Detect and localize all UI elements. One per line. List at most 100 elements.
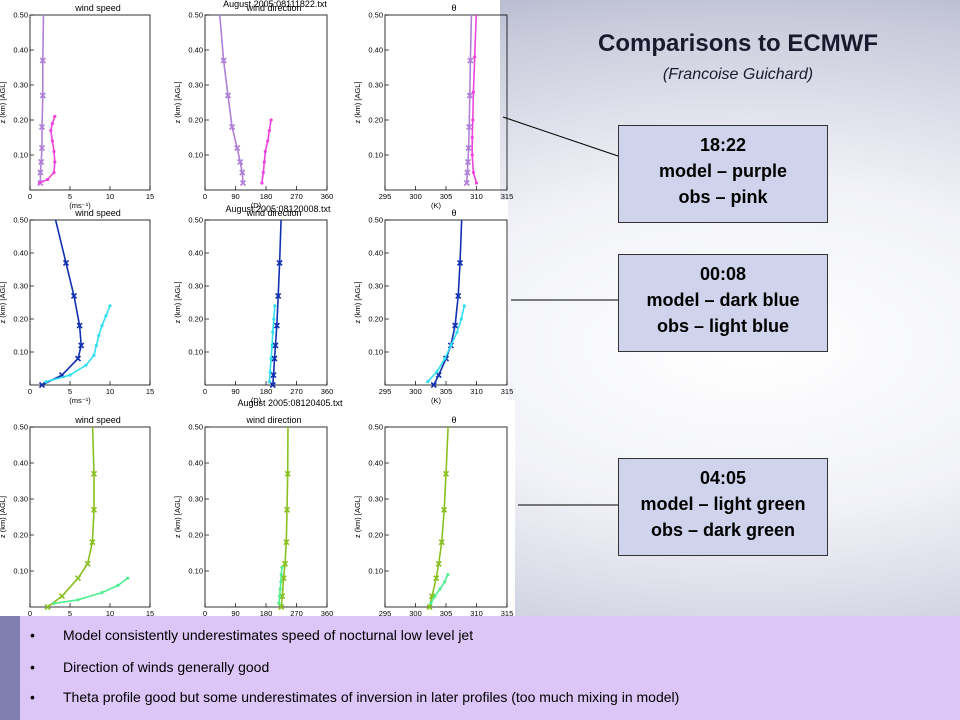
x-tick-label: 315 [501,192,514,201]
x-tick-label: 315 [501,609,514,618]
y-tick-label: 0.20 [368,116,383,125]
obs-point-marker [273,304,277,308]
obs-point-marker [446,573,450,577]
obs-point-marker [462,304,466,308]
y-tick-label: 0.30 [368,81,383,90]
model-point-marker [234,144,241,152]
y-tick-label: 0.40 [368,249,383,258]
obs-point-marker [84,363,88,367]
y-tick-label: 0.40 [13,249,28,258]
obs-point-marker [97,333,101,338]
y-tick-label: 0.10 [368,348,383,357]
model-point-marker [435,372,442,379]
model-point-marker [44,603,51,611]
model-point-marker [467,57,474,64]
x-axis-unit: (D) [251,201,262,210]
x-tick-label: 15 [146,609,154,618]
obs-point-marker [269,118,273,122]
model-point-marker [270,372,277,379]
x-tick-label: 90 [231,192,239,201]
obs-point-marker [104,314,108,318]
y-tick-label: 0.20 [13,116,28,125]
plot-title: θ [451,3,456,13]
x-tick-label: 180 [260,387,273,396]
y-tick-label: 0.20 [368,531,383,540]
obs-point-marker [38,181,42,185]
y-tick-label: 0.30 [188,81,203,90]
model-point-marker [455,292,462,299]
obs-point-marker [426,380,430,384]
model-point-marker [435,560,442,567]
model-profile-line [218,15,244,184]
page-title: Comparisons to ECMWF [598,30,878,57]
model-point-marker [38,381,46,389]
obs-point-marker [470,153,474,157]
y-tick-label: 0.20 [13,531,28,540]
x-tick-label: 270 [290,609,303,618]
obs-point-marker [76,598,80,602]
x-tick-label: 15 [146,387,154,396]
obs-point-marker [279,573,283,577]
obs-point-marker [267,380,271,384]
model-point-marker [38,144,46,152]
obs-profile-line [471,15,478,184]
model-profile-line [280,427,289,607]
model-point-marker [237,158,244,166]
obs-point-marker [52,149,56,154]
legend-model: model – purple [658,161,788,181]
y-tick-label: 0.30 [13,282,28,291]
plot-file-title: August 2005:08120405.txt [237,398,343,408]
model-point-marker [239,179,247,187]
obs-point-marker [433,594,437,598]
obs-point-marker [50,139,55,143]
profile-panel: θ 295 300 305 310 315 (K) 0.10 0.20 0.30 0.40 0.50 z… [353,3,513,210]
obs-point-marker [94,343,98,347]
obs-point-marker [44,380,48,384]
model-point-marker [58,593,66,600]
model-point-marker [275,292,282,299]
x-tick-label: 305 [440,387,453,396]
y-axis-label: z (km) [AGL] [353,496,362,538]
obs-point-marker [443,580,447,584]
model-profile-line [272,220,282,385]
model-point-marker [90,506,98,513]
y-tick-label: 0.10 [368,567,383,576]
obs-point-marker [470,135,474,140]
y-tick-label: 0.20 [188,531,203,540]
x-tick-label: 90 [231,609,239,618]
y-tick-label: 0.40 [368,46,383,55]
model-profile-line [39,15,45,183]
y-tick-label: 0.40 [13,46,28,55]
model-point-marker [39,57,46,64]
plot-frame [204,426,328,608]
model-point-marker [76,322,83,329]
y-tick-label: 0.50 [13,11,28,20]
summary-bullet: • Theta profile good but some underestima… [30,689,679,705]
model-point-marker [283,506,291,513]
model-point-marker [39,92,46,99]
y-tick-label: 0.50 [13,423,28,432]
summary-bullet: • Model consistently underestimates speed… [30,627,473,643]
obs-point-marker [474,181,479,185]
y-tick-label: 0.50 [13,216,28,225]
legend-box-04-05: 04:05 model – light green obs – dark gre… [618,458,828,556]
y-axis-label: z (km) [AGL] [0,281,7,323]
plot-frame [384,14,508,191]
legend-model: model – dark blue [646,290,800,310]
legend-time: 18:22 [699,135,747,155]
profile-panel: wind speed051015(ms⁻¹)0.100.200.300.400.… [0,415,154,627]
obs-point-marker [269,357,273,361]
bullet-text: Model consistently underestimates speed … [63,627,474,643]
obs-point-marker [471,118,475,122]
y-tick-label: 0.50 [368,216,383,225]
obs-point-marker [100,324,104,328]
model-point-marker [62,259,70,266]
obs-point-marker [46,177,50,182]
model-point-marker [279,593,286,600]
obs-point-marker [459,317,463,321]
plot-title: wind direction [245,208,301,218]
plot-title: θ [451,415,456,425]
x-tick-label: 310 [470,192,483,201]
